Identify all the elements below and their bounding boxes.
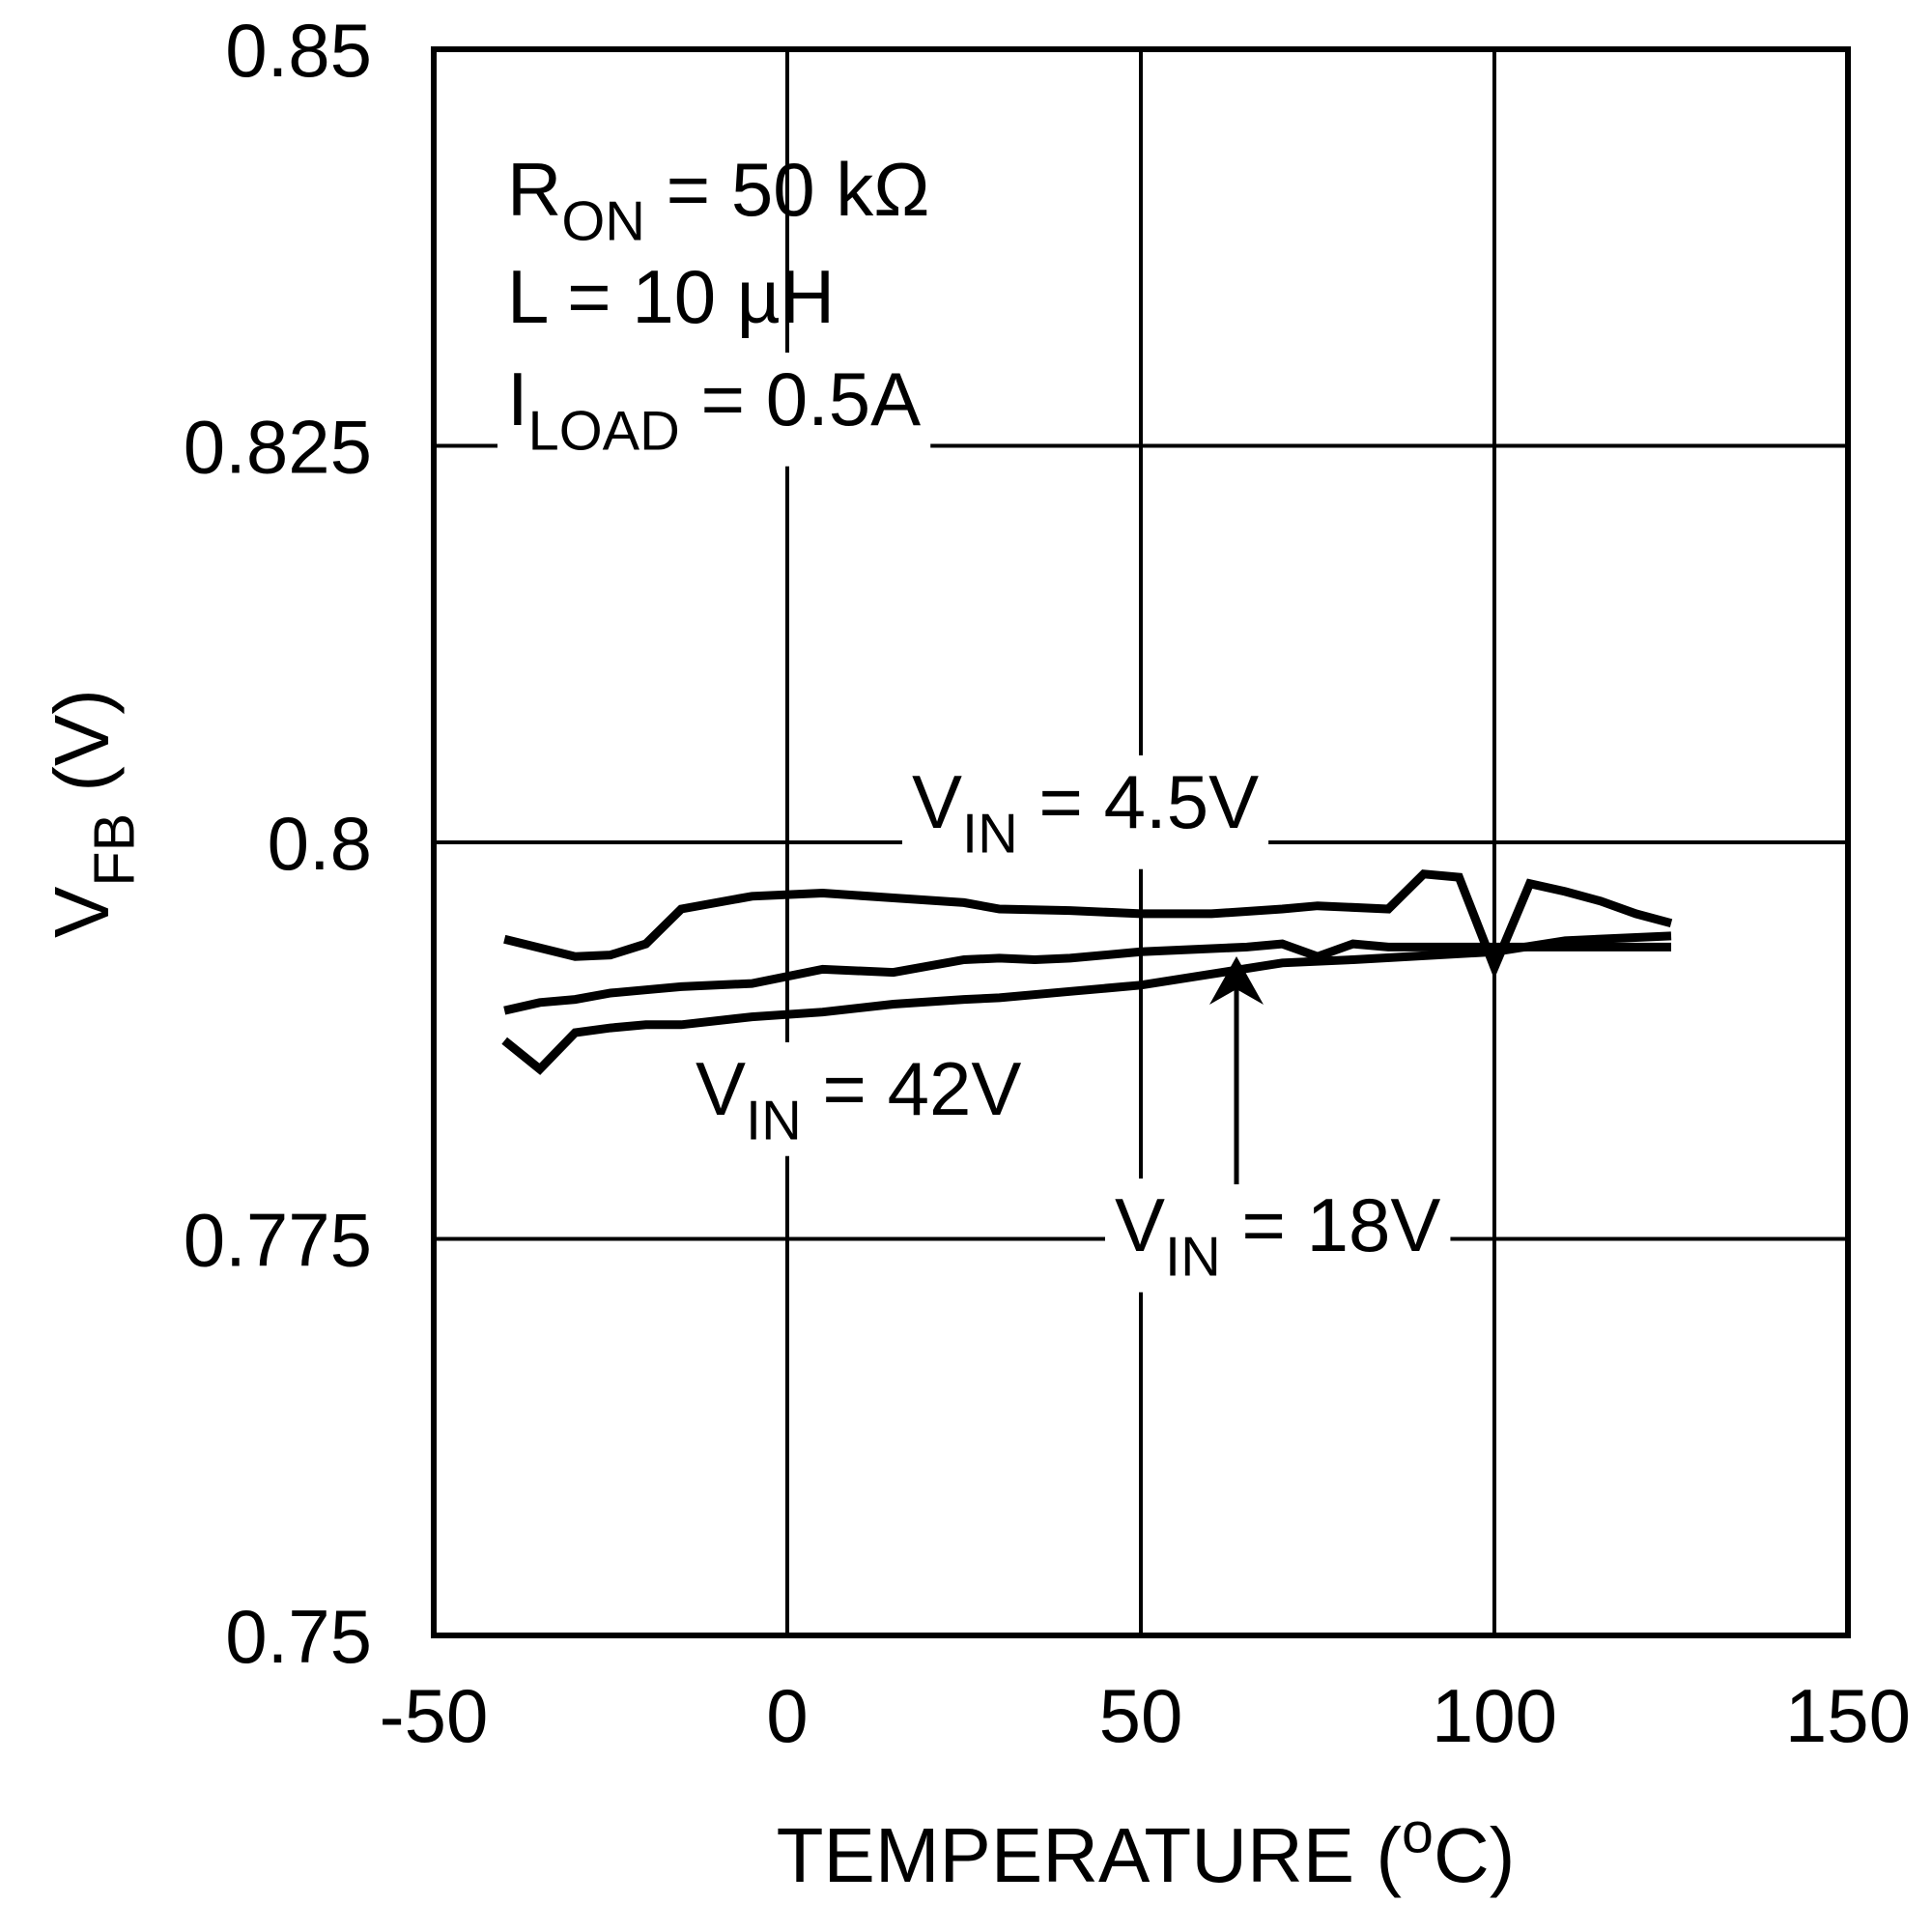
subscript: ON [561,191,645,253]
x-tick-label: -50 [380,1673,489,1758]
label-background [902,755,1269,869]
series-line [503,939,1671,1015]
y-tick-label: 0.775 [184,1198,372,1283]
plot-frame [431,46,1851,1638]
arrow [1209,956,1264,1184]
text-segment: = 0.5A [680,356,921,441]
subscript: FB [81,813,146,887]
x-tick-label: 150 [1785,1673,1911,1758]
y-tick-label: 0.85 [225,8,372,93]
series-line [501,931,1672,1075]
series-label: VIN = 42V [696,1046,1021,1152]
x-tick-label: 50 [1099,1673,1183,1758]
text-segment: C) [1434,1812,1515,1898]
grid [431,46,1851,1638]
text-segment: V [696,1046,746,1131]
text-segment: = 42V [802,1046,1022,1131]
series-label: VIN = 4.5V [912,759,1259,866]
subscript: IN [746,1091,802,1152]
text-segment: (V) [39,689,125,813]
text-segment: TEMPERATURE ( [777,1812,1403,1898]
subscript: LOAD [528,401,680,463]
label-background [686,1042,1032,1156]
label-background [497,353,931,467]
x-tick-label: 100 [1432,1673,1557,1758]
text-segment: = 18V [1221,1182,1441,1267]
note: L = 10 µH [507,254,835,339]
text-segment: R [507,147,561,232]
text-segment: V [1115,1182,1165,1267]
label-background [1105,1179,1451,1293]
text-segment: = 50 kΩ [645,147,930,232]
lines [501,869,1673,1075]
subscript: IN [1165,1227,1221,1289]
x-tick-label: 0 [766,1673,808,1758]
text-segment: V [912,759,962,844]
y-axis-title: VFB (V) [39,689,146,938]
text-segment: V [39,886,125,938]
note: RON = 50 kΩ [507,147,930,253]
series-line [503,869,1673,980]
text-segment: = 4.5V [1018,759,1259,844]
text-segment: L = 10 µH [507,254,835,339]
subscript: IN [962,804,1018,866]
y-tick-label: 0.8 [268,801,372,886]
y-tick-label: 0.825 [184,405,372,490]
x-axis-title: TEMPERATURE (oC) [777,1801,1516,1898]
note: ILOAD = 0.5A [507,356,921,463]
superscript: o [1402,1801,1434,1865]
y-tick-label: 0.75 [225,1594,372,1679]
arrow-head [1209,956,1264,1005]
text-segment: I [507,356,528,441]
series-label: VIN = 18V [1115,1182,1440,1289]
